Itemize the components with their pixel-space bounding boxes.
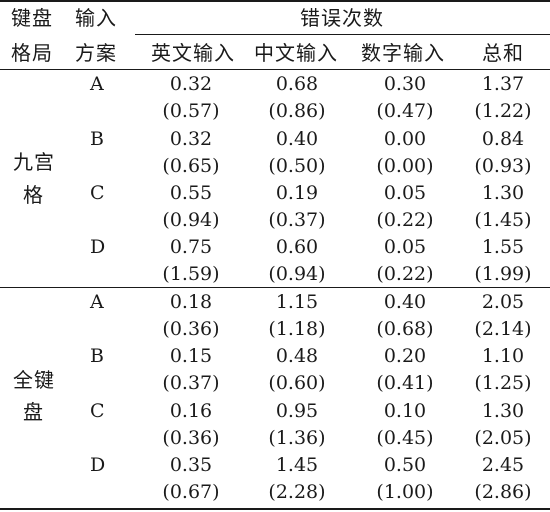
table-cell-sd: (0.86) [268, 100, 326, 122]
table-cell-sd: (1.99) [474, 263, 532, 285]
table-cell-mean: 1.15 [275, 291, 319, 313]
table-cell-sd: (0.67) [162, 481, 220, 503]
layout-label-line2: 盘 [23, 400, 44, 424]
table-cell-sd: (0.57) [162, 100, 220, 122]
table-cell-mean: 0.16 [169, 400, 213, 422]
header-bottom-rule [0, 69, 550, 70]
table-cell-mean: 1.30 [481, 182, 525, 204]
table-cell-sd: (2.05) [474, 427, 532, 449]
table-cell-sd: (2.86) [474, 481, 532, 503]
header-col-numeric: 数字输入 [361, 41, 445, 65]
table-cell-sd: (1.59) [162, 263, 220, 285]
table-cell-sd: (0.93) [474, 155, 532, 177]
table-cell-mean: 0.05 [383, 182, 427, 204]
scheme-label: B [90, 345, 104, 367]
table-cell-mean: 0.32 [169, 73, 213, 95]
scheme-label: D [90, 454, 106, 476]
table-cell-sd: (0.41) [376, 372, 434, 394]
table-cell-mean: 0.05 [383, 236, 427, 258]
table-cell-sd: (1.36) [268, 427, 326, 449]
layout-separator-rule [0, 287, 550, 288]
table-cell-mean: 0.75 [169, 236, 213, 258]
table-cell-mean: 1.45 [275, 454, 319, 476]
header-col-total: 总和 [482, 41, 524, 65]
table-cell-sd: (0.60) [268, 372, 326, 394]
header-scheme-line1: 输入 [75, 6, 117, 30]
table-cell-mean: 0.40 [383, 291, 427, 313]
table-cell-mean: 0.68 [275, 73, 319, 95]
table-cell-mean: 0.32 [169, 128, 213, 150]
scheme-label: A [90, 73, 104, 95]
layout-label-line2: 格 [23, 183, 44, 207]
table-cell-sd: (0.94) [268, 263, 326, 285]
table-cell-mean: 1.10 [481, 345, 525, 367]
table-cell-sd: (0.94) [162, 209, 220, 231]
table-cell-mean: 0.95 [275, 400, 319, 422]
scheme-label: D [90, 236, 106, 258]
top-rule [0, 0, 550, 2]
header-col-chinese: 中文输入 [254, 41, 338, 65]
table-cell-sd: (0.22) [376, 263, 434, 285]
table-cell-sd: (1.00) [376, 481, 434, 503]
table-cell-mean: 0.84 [481, 128, 525, 150]
table-cell-mean: 0.19 [275, 182, 319, 204]
table-cell-mean: 2.05 [481, 291, 525, 313]
table-cell-sd: (0.37) [268, 209, 326, 231]
table-cell-sd: (0.65) [162, 155, 220, 177]
header-layout-line2: 格局 [11, 41, 53, 65]
table-cell-mean: 0.20 [383, 345, 427, 367]
table-cell-mean: 1.55 [481, 236, 525, 258]
table-cell-mean: 0.60 [275, 236, 319, 258]
header-scheme-line2: 方案 [75, 41, 117, 65]
scheme-label: A [90, 291, 104, 313]
table-cell-mean: 1.30 [481, 400, 525, 422]
table-cell-mean: 0.40 [275, 128, 319, 150]
table-cell-mean: 0.00 [383, 128, 427, 150]
header-col-english: 英文输入 [151, 41, 235, 65]
layout-label-line1: 九宫 [13, 150, 55, 174]
table-cell-sd: (0.68) [376, 318, 434, 340]
table-cell-mean: 0.15 [169, 345, 213, 367]
table-cell-sd: (0.37) [162, 372, 220, 394]
table-cell-sd: (0.22) [376, 209, 434, 231]
bottom-rule [0, 508, 550, 510]
header-layout-line1: 键盘 [11, 6, 53, 30]
table-cell-mean: 0.18 [169, 291, 213, 313]
table-cell-sd: (0.45) [376, 427, 434, 449]
table-cell-sd: (0.36) [162, 427, 220, 449]
table-cell-sd: (1.22) [474, 100, 532, 122]
table-cell-sd: (1.25) [474, 372, 532, 394]
table-cell-mean: 1.37 [481, 73, 525, 95]
table-cell-mean: 0.35 [169, 454, 213, 476]
table-cell-sd: (1.18) [268, 318, 326, 340]
table-cell-sd: (0.47) [376, 100, 434, 122]
header-error-group: 错误次数 [300, 6, 384, 30]
table-cell-sd: (1.45) [474, 209, 532, 231]
table-cell-mean: 0.30 [383, 73, 427, 95]
scheme-label: C [90, 182, 105, 204]
group-header-rule [135, 34, 550, 35]
table-cell-sd: (2.14) [474, 318, 532, 340]
table-cell-mean: 2.45 [481, 454, 525, 476]
table-cell-sd: (0.00) [376, 155, 434, 177]
table-cell-mean: 0.55 [169, 182, 213, 204]
scheme-label: C [90, 400, 105, 422]
table-cell-sd: (0.50) [268, 155, 326, 177]
table-cell-mean: 0.48 [275, 345, 319, 367]
table-cell-sd: (2.28) [268, 481, 326, 503]
table-cell-mean: 0.10 [383, 400, 427, 422]
table-cell-mean: 0.50 [383, 454, 427, 476]
layout-label-line1: 全键 [13, 368, 55, 392]
scheme-label: B [90, 128, 104, 150]
table-cell-sd: (0.36) [162, 318, 220, 340]
